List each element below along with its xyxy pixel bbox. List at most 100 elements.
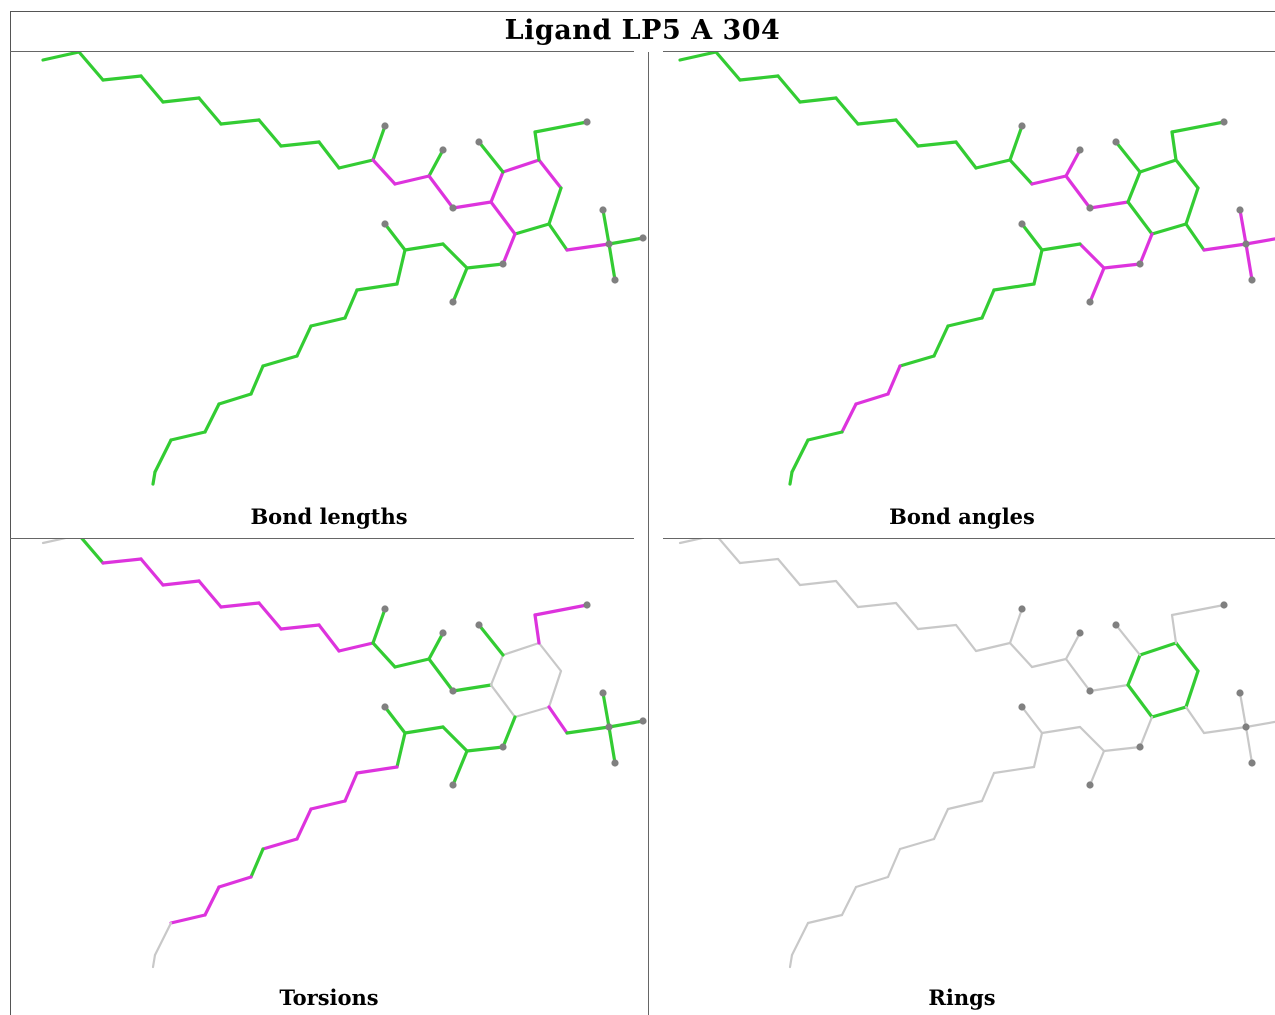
caption-torsions: Torsions (279, 985, 379, 1010)
bond-c1-c2 (41, 539, 67, 545)
bond-l1-l5 (451, 266, 469, 304)
bond-c10-c11 (954, 623, 978, 653)
bond-c10-c11 (954, 140, 978, 170)
bond-s2-s3 (1030, 657, 1068, 669)
bond-b5-b6 (261, 354, 299, 368)
bond-t0-t3 (1244, 242, 1254, 282)
bond-c2-c3 (77, 52, 105, 82)
bond-c5-c6 (798, 96, 838, 104)
bond-c10-c11 (317, 623, 341, 653)
bond-c4-c5 (139, 74, 165, 104)
column-divider (648, 52, 649, 1015)
bond-b3-b4 (946, 799, 984, 811)
bond-r6-r1 (1126, 683, 1154, 719)
bond-s3-s5 (427, 657, 455, 693)
bond-s3-s4 (427, 631, 445, 661)
bond-c3-c4 (738, 74, 780, 82)
bond-s2-s3 (393, 657, 431, 669)
bond-l3-b1 (395, 731, 407, 769)
bond-c2-c3 (80, 539, 105, 565)
bond-s3-s5 (427, 174, 455, 210)
bond-r5-o4 (547, 222, 569, 252)
bond-b2-b3 (980, 771, 996, 803)
bond-o4-t0 (565, 725, 611, 735)
atom-l4 (1018, 220, 1026, 228)
atom-t1 (599, 689, 607, 697)
atom-t2 (639, 234, 647, 242)
bond-t0-t2 (607, 236, 645, 246)
bond-r3-o2 (533, 130, 541, 162)
bond-c11-c12 (337, 158, 375, 170)
bond-c11-c12 (974, 641, 1012, 653)
bond-c9-c10 (916, 140, 958, 148)
bond-c6-c7 (834, 96, 860, 126)
bond-b8-b9 (840, 885, 858, 917)
bond-c8-c9 (894, 601, 920, 631)
atom-l4 (381, 703, 389, 711)
bond-s3-s4 (1064, 631, 1082, 661)
bond-c7-c8 (856, 601, 898, 609)
bond-l1-l5 (1088, 749, 1106, 787)
bond-r1-r2 (489, 170, 505, 204)
atom-t3 (611, 759, 619, 767)
bond-b11-b12 (788, 953, 794, 969)
bond-c1-c2 (678, 539, 704, 545)
bond-c12-s1 (1008, 124, 1024, 162)
atom-s4 (1076, 629, 1084, 637)
bond-lo-l1 (1102, 745, 1142, 753)
bond-r2-r3 (501, 158, 541, 174)
bond-r3-r4 (1174, 158, 1200, 190)
bond-r6-lo (501, 232, 517, 266)
bond-r6-lo (1138, 715, 1154, 749)
atom-t0 (605, 240, 613, 248)
atom-l4 (1018, 703, 1026, 711)
bond-b8-b9 (203, 402, 221, 434)
bond-l3-l4 (383, 705, 407, 735)
atom-o1 (1112, 621, 1120, 629)
bond-r1-r2 (1126, 170, 1142, 204)
bond-t0-t3 (607, 242, 617, 282)
bond-c8-c9 (257, 118, 283, 148)
bond-c9-c10 (279, 623, 321, 631)
title-divider-left (10, 51, 634, 52)
bond-lo-l1 (465, 262, 505, 270)
bond-r4-r5 (1184, 186, 1200, 226)
bond-r1-r2 (489, 653, 505, 687)
bond-b1-b2 (992, 765, 1036, 775)
bond-o2-o3 (1170, 603, 1226, 617)
panel-bond-angles: Bond angles (649, 52, 1275, 538)
molecule-bond-lengths (41, 52, 647, 486)
bond-c7-c8 (219, 601, 261, 609)
bond-r5-o4 (1184, 222, 1206, 252)
bond-r4-r5 (547, 669, 563, 709)
figure-frame (10, 11, 1275, 1015)
bond-b4-b5 (932, 324, 950, 358)
bond-l3-b1 (1032, 731, 1044, 769)
atom-l5 (1086, 298, 1094, 306)
bond-s2-s3 (1030, 174, 1068, 186)
atom-o1 (475, 138, 483, 146)
bond-s2-s3 (393, 174, 431, 186)
bond-b2-b3 (343, 288, 359, 320)
bond-b9-b10 (806, 430, 844, 442)
bond-c3-c4 (101, 557, 143, 565)
bond-c12-s2 (1008, 158, 1034, 186)
bond-b1-b2 (355, 282, 399, 292)
atom-s5 (1086, 687, 1094, 695)
bond-b9-b10 (169, 913, 207, 925)
atom-s1 (381, 605, 389, 613)
bond-b6-b7 (886, 847, 902, 879)
bond-c2-c3 (717, 539, 742, 565)
atom-lo (499, 260, 507, 268)
molecule-torsions (41, 539, 647, 969)
bond-l1-l2 (441, 242, 469, 270)
bond-t0-t1 (601, 691, 611, 729)
atom-o3 (1220, 118, 1228, 126)
bond-b2-b3 (980, 288, 996, 320)
bond-lo-l1 (465, 745, 505, 753)
bond-t0-t1 (1238, 691, 1248, 729)
bond-b10-b11 (153, 921, 173, 957)
atom-o1 (475, 621, 483, 629)
bond-t0-t1 (1238, 208, 1248, 246)
atom-s1 (1018, 605, 1026, 613)
